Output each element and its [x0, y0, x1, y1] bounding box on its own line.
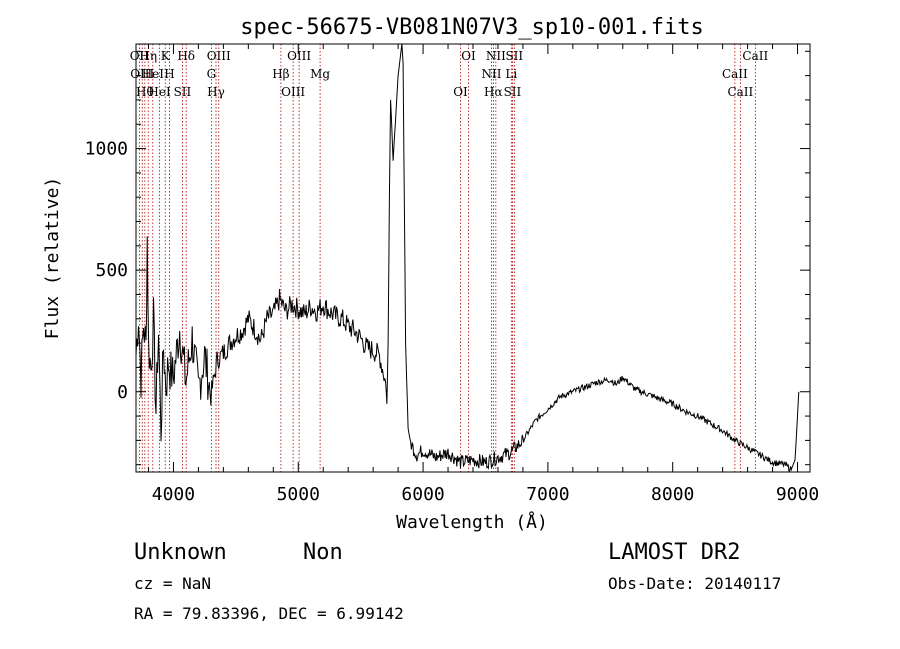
line-marker-label: Hδ — [177, 49, 195, 63]
x-tick-label: 4000 — [152, 484, 195, 505]
line-marker-label: OII — [130, 49, 150, 63]
line-marker-label: Li — [505, 67, 517, 81]
object-subclass: Non — [303, 540, 343, 565]
line-marker-label: K — [161, 49, 171, 63]
x-axis-ticks: 4000 5000 6000 7000 8000 9000 — [147, 44, 819, 505]
line-marker-label: Mg — [310, 67, 330, 81]
line-marker-label: SII — [504, 85, 522, 99]
object-class: Unknown — [134, 540, 227, 565]
line-marker-label: OI — [461, 49, 476, 63]
line-marker-label: HeI — [148, 85, 171, 99]
obs-date-text: Obs-Date: 20140117 — [608, 574, 781, 593]
line-marker-label: Hγ — [207, 85, 225, 99]
line-marker-label: CaII — [722, 67, 748, 81]
line-markers-layer — [138, 44, 756, 472]
line-marker-label: SII — [505, 49, 523, 63]
coordinates-text: RA = 79.83396, DEC = 6.99142 — [134, 604, 404, 623]
y-tick-label: 1000 — [85, 139, 128, 160]
line-marker-label: SII — [174, 85, 192, 99]
y-tick-label: 0 — [117, 382, 128, 403]
line-marker-label: G — [207, 67, 217, 81]
line-marker-label: Hη — [139, 49, 157, 63]
line-marker-label: H — [164, 67, 174, 81]
y-axis-label: Flux (relative) — [42, 177, 63, 340]
line-marker-label: HeI — [142, 67, 165, 81]
line-marker-label: Hα — [484, 85, 503, 99]
line-marker-label: OIII — [207, 49, 231, 63]
x-axis-label: Wavelength (Å) — [396, 511, 548, 533]
y-tick-label: 500 — [95, 260, 128, 281]
redshift-text: cz = NaN — [134, 574, 211, 593]
y-axis-ticks: 0 500 1000 — [85, 50, 810, 466]
line-marker-label: OIII — [281, 85, 305, 99]
plot-frame — [135, 43, 811, 473]
x-tick-label: 8000 — [651, 484, 694, 505]
line-marker-label: NII — [481, 67, 501, 81]
chart-title: spec-56675-VB081N07V3_sp10-001.fits — [240, 15, 704, 40]
line-marker-label: CaII — [727, 85, 753, 99]
line-marker-label: Hθ — [136, 85, 154, 99]
line-marker-label: OI — [453, 85, 468, 99]
line-marker-label: CaII — [742, 49, 768, 63]
survey-label: LAMOST DR2 — [608, 540, 740, 565]
x-tick-label: 9000 — [776, 484, 819, 505]
line-marker-label: OIII — [287, 49, 311, 63]
x-tick-label: 6000 — [401, 484, 444, 505]
line-marker-labels-layer: OIIOIIIHθHηHeIHeIKHSIIHδGHγOIIIHβOIIIOII… — [130, 49, 769, 99]
spectrum-line — [135, 43, 800, 473]
x-tick-label: 7000 — [526, 484, 569, 505]
line-marker-label: NII — [486, 49, 506, 63]
x-tick-label: 5000 — [277, 484, 320, 505]
line-marker-label: Hβ — [272, 67, 289, 81]
